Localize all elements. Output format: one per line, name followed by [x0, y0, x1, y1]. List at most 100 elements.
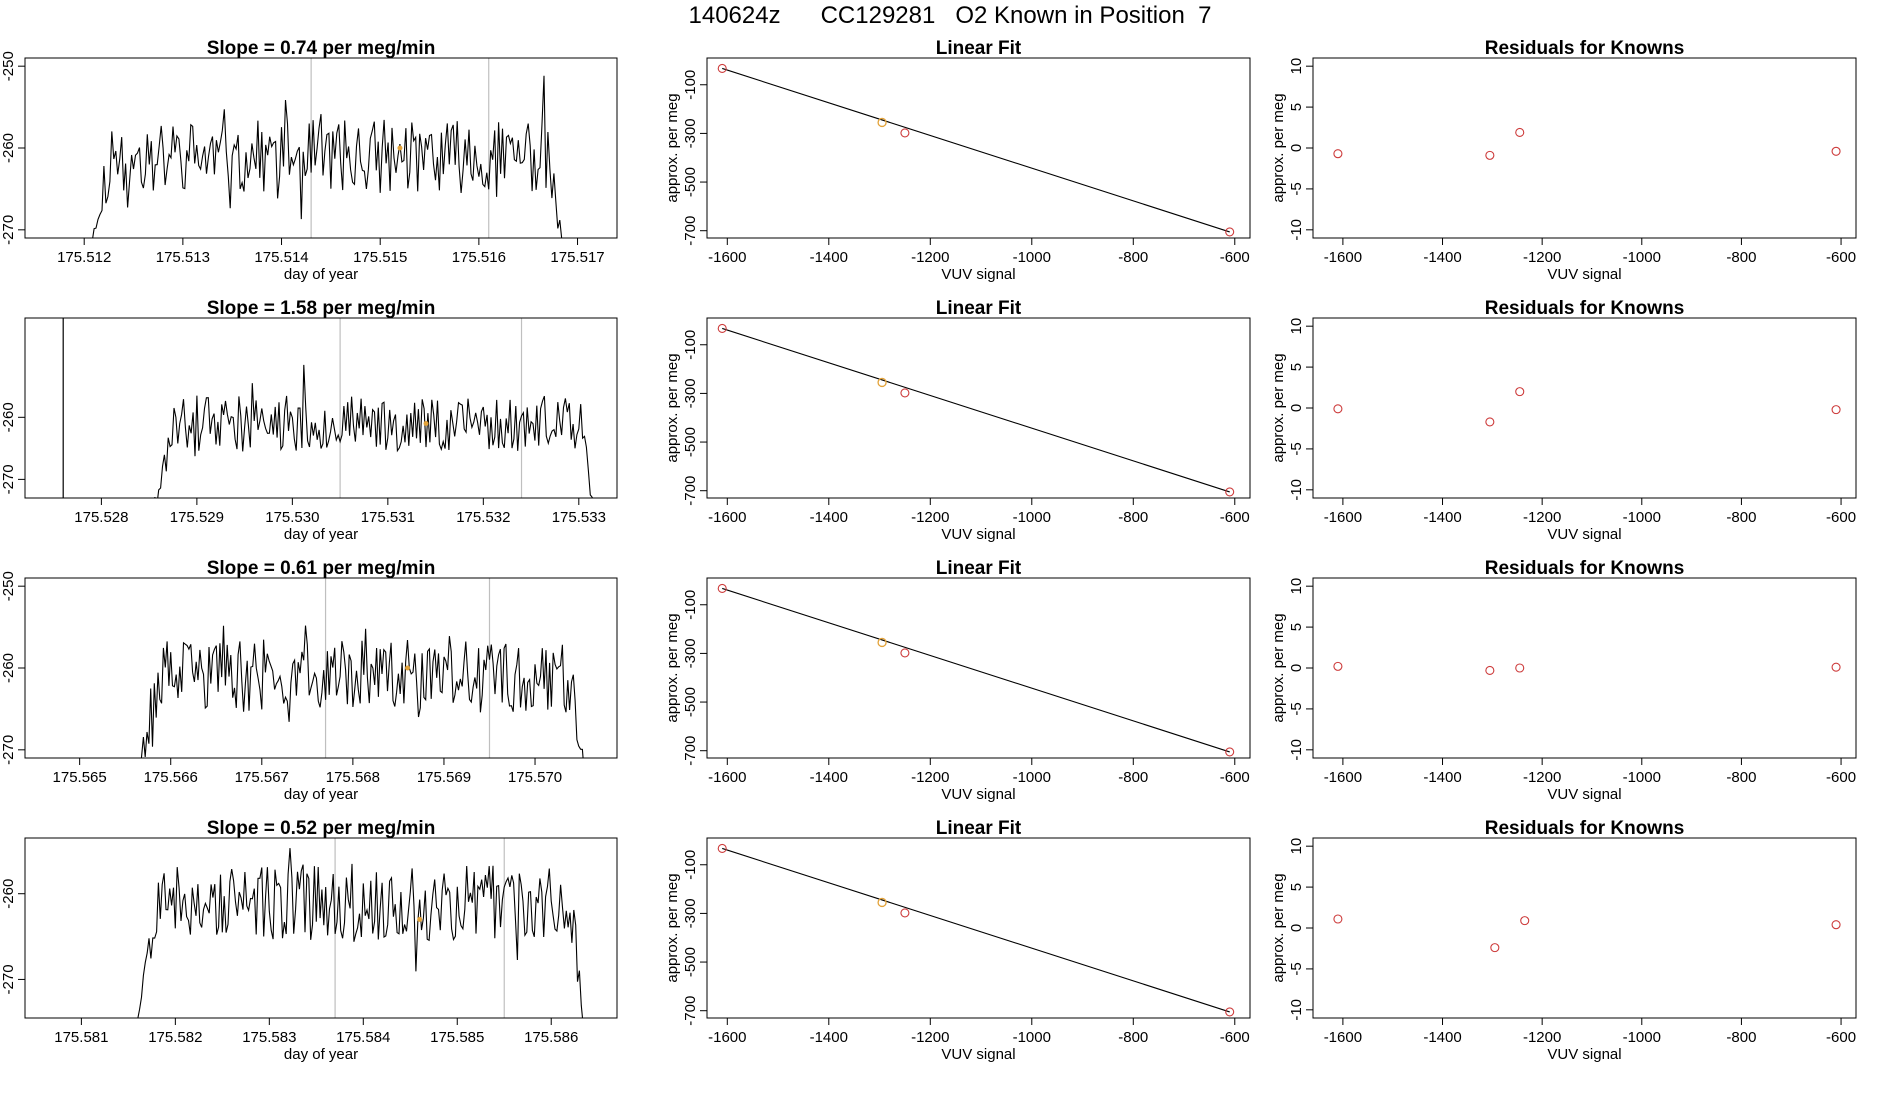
data-point [1333, 914, 1343, 924]
data-point [1225, 747, 1235, 757]
data-point [900, 128, 910, 138]
x-tick-label: -1200 [911, 769, 949, 786]
y-axis-label: approx. per meg [664, 93, 681, 202]
data-point [1831, 662, 1841, 672]
chart-panel-10: Residuals for Knowns -1600 -1400 -1200 -1000… [1270, 298, 1857, 543]
data-point [717, 583, 727, 594]
x-tick-label: -1600 [708, 1029, 746, 1046]
chart-title: Linear Fit [936, 298, 1022, 319]
chart-title: Residuals for Knowns [1485, 558, 1685, 579]
y-tick-label: -5 [1288, 702, 1305, 715]
x-tick-label: 175.570 [508, 769, 562, 786]
x-tick-label: -1400 [810, 769, 848, 786]
x-tick-label: -600 [1826, 249, 1856, 266]
data-point [1490, 943, 1500, 953]
chart-panel-7: Linear Fit -1600 -1400 -1200 -1000 -800 -600 -7… [664, 558, 1251, 803]
y-tick-label: -100 [682, 590, 699, 620]
highlight-point [877, 117, 887, 128]
data-point [1515, 127, 1525, 138]
x-tick-label: 175.567 [235, 769, 289, 786]
x-axis-label: VUV signal [941, 526, 1015, 543]
chart-title: Linear Fit [936, 818, 1022, 839]
x-tick-label: -1400 [810, 509, 848, 526]
highlight-point [397, 145, 403, 151]
data-point [1831, 920, 1841, 930]
y-tick-label: -100 [682, 70, 699, 100]
x-tick-label: -800 [1726, 769, 1756, 786]
data-series [140, 625, 584, 758]
x-tick-label: -1200 [1523, 509, 1561, 526]
x-tick-label: -600 [1220, 769, 1250, 786]
data-point [1225, 227, 1235, 237]
chart-panel-5: Linear Fit -1600 -1400 -1200 -1000 -800 -600 -7… [664, 38, 1251, 283]
x-tick-label: -1000 [1013, 249, 1051, 266]
x-tick-label: -1600 [1324, 249, 1362, 266]
y-axis-label: approx. per meg [1270, 93, 1287, 202]
y-tick-label: -300 [682, 118, 699, 148]
data-point [1333, 661, 1343, 671]
data-point [900, 908, 910, 918]
x-tick-label: 175.530 [265, 509, 319, 526]
y-tick-label: -10 [1288, 479, 1305, 501]
data-point [1520, 916, 1530, 926]
x-tick-label: -1400 [810, 249, 848, 266]
x-tick-label: -1000 [1623, 509, 1661, 526]
y-tick-label: -260 [0, 133, 17, 163]
x-tick-label: -800 [1118, 769, 1148, 786]
x-tick-label: -1400 [1423, 1029, 1461, 1046]
y-tick-label: 5 [1288, 103, 1305, 111]
y-tick-label: -250 [0, 51, 17, 81]
data-series [92, 75, 563, 238]
plot-area [1333, 914, 1841, 953]
y-tick-label: 5 [1288, 623, 1305, 631]
y-tick-label: -700 [682, 996, 699, 1026]
x-tick-label: 175.532 [456, 509, 510, 526]
y-tick-label: 0 [1288, 664, 1305, 672]
x-tick-label: -1200 [911, 509, 949, 526]
x-tick-label: -800 [1118, 249, 1148, 266]
x-tick-label: 175.583 [242, 1029, 296, 1046]
fit-line [722, 587, 1230, 753]
x-tick-label: -800 [1726, 1029, 1756, 1046]
x-tick-label: 175.585 [430, 1029, 484, 1046]
x-axis-label: day of year [284, 1046, 358, 1063]
x-tick-label: -1200 [1523, 249, 1561, 266]
y-tick-label: 0 [1288, 924, 1305, 932]
x-tick-label: -1600 [1324, 1029, 1362, 1046]
data-point [717, 843, 727, 854]
x-tick-label: 175.566 [144, 769, 198, 786]
highlight-point [877, 637, 887, 648]
chart-panel-1: Slope = 0.74 per meg/min 175.512 175.513 17… [0, 38, 618, 283]
data-point [1485, 417, 1495, 427]
x-tick-label: -1000 [1013, 1029, 1051, 1046]
y-tick-label: -5 [1288, 182, 1305, 195]
x-tick-label: 175.515 [353, 249, 407, 266]
x-tick-label: 175.586 [524, 1029, 578, 1046]
y-tick-label: 5 [1288, 363, 1305, 371]
chart-title: Linear Fit [936, 558, 1022, 579]
x-tick-label: 175.569 [417, 769, 471, 786]
plot-area [62, 318, 593, 498]
plot-area [92, 58, 563, 238]
x-axis-label: day of year [284, 786, 358, 803]
fit-line [722, 327, 1230, 493]
data-point [1831, 146, 1841, 156]
data-point [1333, 404, 1343, 414]
x-tick-label: 175.568 [326, 769, 380, 786]
data-point [1831, 405, 1841, 415]
x-axis-label: VUV signal [1547, 786, 1621, 803]
x-tick-label: 175.514 [254, 249, 308, 266]
chart-title: Slope = 0.52 per meg/min [207, 818, 436, 839]
data-point [1515, 387, 1525, 397]
y-tick-label: -300 [682, 378, 699, 408]
y-tick-label: -100 [682, 850, 699, 880]
page-title: 140624z CC129281 O2 Known in Position 7 [688, 2, 1212, 29]
x-tick-label: 175.581 [54, 1029, 108, 1046]
y-tick-label: -250 [0, 571, 17, 601]
x-tick-label: 175.513 [156, 249, 210, 266]
y-tick-label: -270 [0, 464, 17, 494]
y-tick-label: -270 [0, 215, 17, 245]
y-tick-label: -5 [1288, 442, 1305, 455]
highlight-point [877, 377, 887, 388]
y-tick-label: -270 [0, 964, 17, 994]
